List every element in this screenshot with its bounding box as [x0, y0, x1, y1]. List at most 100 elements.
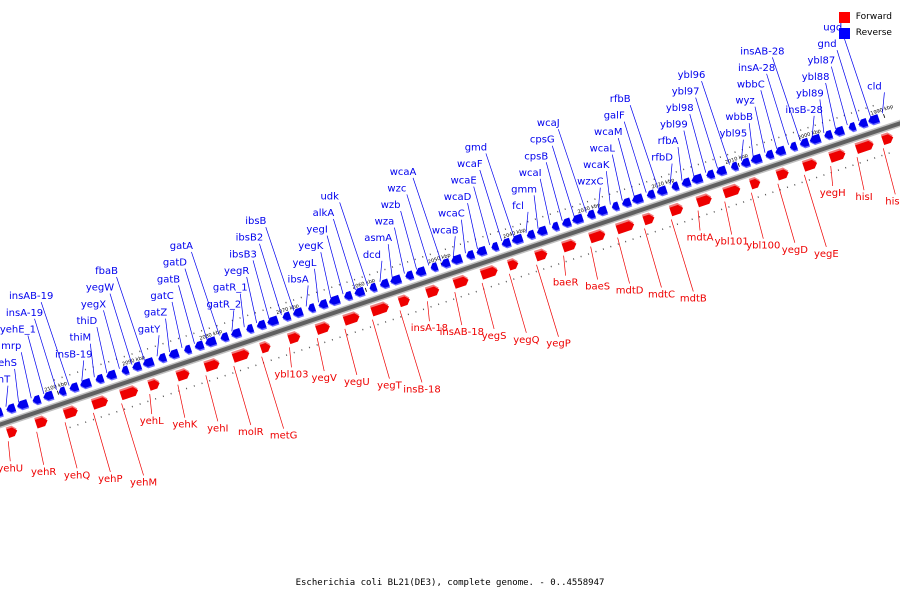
- forward-gene-arrow: [641, 212, 655, 226]
- reverse-gene-body: [597, 205, 608, 215]
- minor-tick-dot-lower: [490, 285, 493, 288]
- reverse-gene-label: gatR_2: [206, 299, 241, 310]
- minor-tick: [697, 163, 715, 213]
- minor-tick-dot-lower: [528, 273, 530, 275]
- reverse-gene-arrow: [740, 157, 752, 169]
- reverse-gene-body: [32, 394, 42, 404]
- reverse-gene-label: wbbB: [725, 112, 753, 123]
- minor-tick: [579, 203, 597, 253]
- reverse-gene-leader: [20, 352, 32, 399]
- forward-gene-label: insA-18: [411, 323, 448, 334]
- reverse-gene-arrow: [561, 217, 573, 229]
- forward-gene-body: [259, 342, 271, 354]
- reverse-gene-arrow: [205, 336, 218, 348]
- minor-tick-dot-upper: [146, 347, 149, 350]
- minor-tick-dot-lower: [154, 397, 157, 400]
- forward-gene-label: yegT: [377, 381, 402, 392]
- reverse-gene-leader: [394, 227, 405, 274]
- forward-gene-leader: [724, 201, 733, 235]
- forward-gene-leader: [261, 356, 284, 429]
- minor-tick-dot-upper: [459, 243, 462, 246]
- minor-tick: [123, 355, 141, 405]
- reverse-gene-label: gmm: [511, 184, 537, 195]
- minor-tick-dot-lower: [278, 356, 280, 359]
- minor-tick-dot-lower: [216, 377, 219, 380]
- minor-tick-dot-upper: [315, 291, 318, 294]
- minor-tick-dot-upper: [623, 188, 626, 191]
- reverse-gene-arrow: [799, 137, 811, 149]
- minor-tick-dot-upper: [807, 126, 809, 129]
- reverse-gene-leader: [252, 260, 270, 319]
- minor-tick-dot-lower: [557, 263, 560, 265]
- minor-tick-dot-upper: [391, 266, 394, 268]
- reverse-gene-label: wcaK: [583, 160, 610, 171]
- minor-tick-dot-lower: [691, 218, 693, 221]
- minor-tick-dot-upper: [712, 158, 714, 161]
- reverse-gene-body: [611, 201, 620, 211]
- reverse-gene-label: ugd: [823, 23, 842, 34]
- minor-tick: [315, 291, 334, 341]
- minor-tick-dot-upper: [331, 286, 333, 289]
- minor-tick-dot-lower: [742, 201, 745, 203]
- reverse-gene-leader: [412, 177, 442, 262]
- reverse-gene-body: [561, 217, 572, 227]
- reverse-gene-leader: [379, 260, 383, 282]
- reverse-gene-leader: [40, 301, 70, 386]
- reverse-gene-body: [621, 197, 632, 207]
- minor-tick-dot-lower: [339, 336, 341, 339]
- reverse-gene-leader: [184, 268, 208, 340]
- forward-gene-body: [91, 397, 109, 410]
- forward-gene-label: insB-18: [403, 384, 441, 395]
- reverse-gene-label: insA-28: [738, 63, 775, 74]
- forward-gene-arrow: [286, 331, 301, 345]
- reverse-gene-leader: [461, 219, 466, 254]
- minor-tick-dot-upper: [653, 178, 655, 181]
- reverse-gene-leader: [171, 301, 183, 349]
- minor-tick-dot-upper: [376, 271, 379, 273]
- minor-tick: [865, 107, 883, 157]
- minor-tick: [829, 119, 847, 169]
- reverse-gene-body: [106, 369, 117, 380]
- minor-tick-dot-lower: [407, 313, 410, 316]
- forward-gene-label: yegP: [546, 339, 570, 350]
- forward-gene-leader: [697, 210, 701, 231]
- reverse-gene-label: ybl96: [678, 70, 706, 81]
- reverse-gene-body: [646, 189, 656, 199]
- minor-tick-dot-lower: [808, 179, 811, 181]
- minor-tick-dot-lower: [786, 186, 789, 189]
- minor-tick: [146, 347, 165, 398]
- reverse-gene-body: [501, 237, 512, 247]
- minor-tick: [682, 168, 701, 218]
- minor-tick: [756, 143, 774, 194]
- reverse-gene-body: [809, 133, 822, 144]
- minor-tick-dot-lower: [624, 240, 627, 243]
- minor-tick-dot-upper: [308, 294, 310, 296]
- forward-gene-body: [231, 350, 250, 363]
- minor-tick-dot-lower: [587, 253, 590, 255]
- minor-tick-dot-upper: [594, 198, 596, 201]
- minor-tick-dot-lower: [100, 416, 102, 418]
- forward-gene-arrow: [259, 341, 271, 354]
- forward-gene-label: yegE: [814, 249, 839, 260]
- minor-tick-dot-upper: [770, 139, 773, 141]
- minor-tick: [185, 335, 203, 385]
- minor-tick: [285, 301, 303, 351]
- reverse-gene-body: [656, 185, 668, 195]
- minor-tick: [712, 158, 730, 208]
- minor-tick-dot-upper: [519, 223, 522, 226]
- forward-gene-label: yehL: [140, 416, 164, 427]
- forward-gene-arrow: [5, 425, 18, 438]
- reverse-gene-arrow: [789, 141, 799, 152]
- minor-tick-dot-upper: [534, 218, 537, 221]
- minor-tick: [323, 288, 341, 339]
- minor-tick-dot-upper: [763, 141, 765, 144]
- reverse-gene-arrow: [121, 365, 130, 376]
- reverse-gene-leader: [525, 211, 529, 233]
- reverse-gene-body: [848, 121, 857, 131]
- forward-gene-label: yehU: [0, 463, 23, 474]
- minor-tick-dot-lower: [232, 372, 234, 374]
- backbone-line: [0, 121, 900, 427]
- reverse-gene-label: ybl95: [719, 129, 747, 140]
- minor-tick-dot-lower: [430, 305, 432, 308]
- reverse-gene-body: [328, 294, 341, 305]
